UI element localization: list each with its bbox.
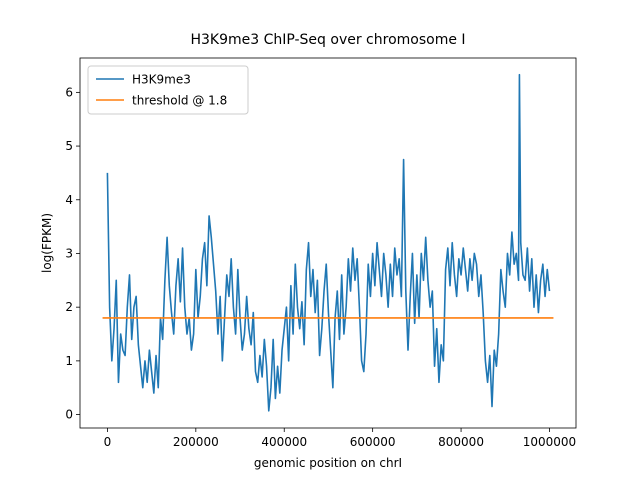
x-axis-label: genomic position on chrI <box>254 456 402 470</box>
plot-frame <box>79 57 577 429</box>
y-tick-label: 0 <box>65 408 73 422</box>
x-tick-label: 600000 <box>350 435 396 449</box>
x-tick-label: 0 <box>104 435 112 449</box>
legend-label: threshold @ 1.8 <box>132 94 227 108</box>
x-tick-label: 400000 <box>261 435 307 449</box>
y-tick-label: 6 <box>65 85 73 99</box>
y-tick-label: 2 <box>65 300 73 314</box>
legend-box <box>87 65 249 115</box>
data-line <box>106 73 551 412</box>
legend-label: H3K9me3 <box>132 73 191 87</box>
y-tick-label: 5 <box>65 139 73 153</box>
x-tick-label: 800000 <box>438 435 484 449</box>
y-tick-label: 3 <box>65 246 73 260</box>
plot-lines <box>102 73 554 412</box>
y-tick-label: 1 <box>65 354 73 368</box>
y-tick-label: 4 <box>65 193 73 207</box>
x-tick-label: 1000000 <box>523 435 576 449</box>
y-axis-label: log(FPKM) <box>40 213 54 273</box>
chart-title: H3K9me3 ChIP-Seq over chromosome I <box>190 32 465 48</box>
x-tick-label: 200000 <box>173 435 219 449</box>
